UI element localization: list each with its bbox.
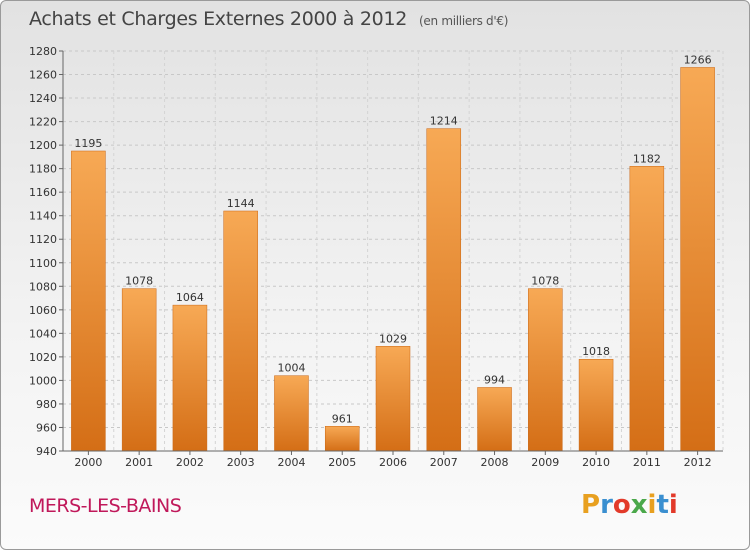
bar <box>629 166 665 452</box>
logo-letter: o <box>612 490 631 520</box>
axes: 940 960 980 1000 1020 1040 1060 1080 1100 1120 114… <box>29 45 723 469</box>
x-tick-label: 2011 <box>633 456 661 469</box>
y-tick-label: 1060 <box>29 304 57 317</box>
x-tick-label: 2012 <box>684 456 712 469</box>
logo-letter: P <box>581 490 601 520</box>
bar-value-label: 1195 <box>74 137 102 150</box>
commune-name: MERS-LES-BAINS <box>29 495 182 517</box>
bar-value-label: 1078 <box>125 275 153 288</box>
x-tick-label: 2006 <box>379 456 407 469</box>
y-tick-label: 1240 <box>29 92 57 105</box>
bar <box>324 426 360 452</box>
bar <box>578 358 614 452</box>
chart-subtitle: (en milliers d'€) <box>419 14 509 28</box>
bar <box>477 387 512 452</box>
bars <box>71 67 715 452</box>
bar-value-label: 1078 <box>531 275 559 288</box>
y-tick-label: 1000 <box>29 374 57 387</box>
x-tick-label: 2009 <box>531 456 559 469</box>
y-tick-label: 1140 <box>29 210 57 223</box>
y-tick-label: 980 <box>36 398 57 411</box>
bar <box>223 210 258 452</box>
bar-value-label: 1029 <box>379 332 407 345</box>
bar-value-label: 1266 <box>684 53 712 66</box>
logo-letter: x <box>630 490 648 520</box>
x-tick-label: 2000 <box>74 456 102 469</box>
y-tick-label: 940 <box>36 445 57 458</box>
y-tick-label: 1040 <box>29 327 57 340</box>
y-tick-label: 1260 <box>29 69 57 82</box>
bar-value-label: 1004 <box>277 362 305 375</box>
chart-title: Achats et Charges Externes 2000 à 2012 <box>29 8 408 30</box>
y-tick-label: 1280 <box>29 45 57 58</box>
bar-value-label: 1144 <box>227 197 255 210</box>
bar <box>172 304 208 452</box>
y-tick-label: 1100 <box>29 257 57 270</box>
y-tick-label: 960 <box>36 421 57 434</box>
logo-letter: t <box>656 490 669 520</box>
y-tick-label: 1160 <box>29 186 57 199</box>
logo-letter: i <box>647 490 657 520</box>
bar <box>528 288 563 452</box>
x-tick-label: 2002 <box>176 456 204 469</box>
x-tick-label: 2007 <box>430 456 458 469</box>
bar-value-label: 961 <box>332 412 353 425</box>
y-tick-label: 1080 <box>29 280 57 293</box>
proxiti-logo: Proxiti <box>581 490 678 520</box>
bar <box>375 346 411 452</box>
bar <box>71 150 106 452</box>
bar-value-label: 1214 <box>430 115 458 128</box>
x-tick-label: 2004 <box>277 456 305 469</box>
bar-value-label: 994 <box>484 373 505 386</box>
y-tick-label: 1200 <box>29 139 57 152</box>
bar-value-label: 1018 <box>582 345 610 358</box>
bar-value-label: 1182 <box>633 152 661 165</box>
y-tick-label: 1020 <box>29 351 57 364</box>
bar <box>274 375 309 452</box>
logo-letter: r <box>600 490 613 520</box>
bar-labels: 1195 1078 1064 1144 1004 961 1029 1214 994 1078 10… <box>74 53 711 425</box>
bar <box>426 128 462 452</box>
bar <box>121 288 157 452</box>
x-tick-label: 2010 <box>582 456 610 469</box>
x-tick-label: 2001 <box>125 456 153 469</box>
y-tick-label: 1120 <box>29 233 57 246</box>
y-tick-label: 1220 <box>29 116 57 129</box>
bar <box>680 67 715 452</box>
x-tick-label: 2003 <box>227 456 255 469</box>
x-tick-label: 2005 <box>328 456 356 469</box>
bar-value-label: 1064 <box>176 291 204 304</box>
chart-title-line: Achats et Charges Externes 2000 à 2012 (e… <box>29 8 508 30</box>
y-tick-label: 1180 <box>29 163 57 176</box>
logo-letter: i <box>668 490 678 520</box>
x-tick-label: 2008 <box>481 456 509 469</box>
